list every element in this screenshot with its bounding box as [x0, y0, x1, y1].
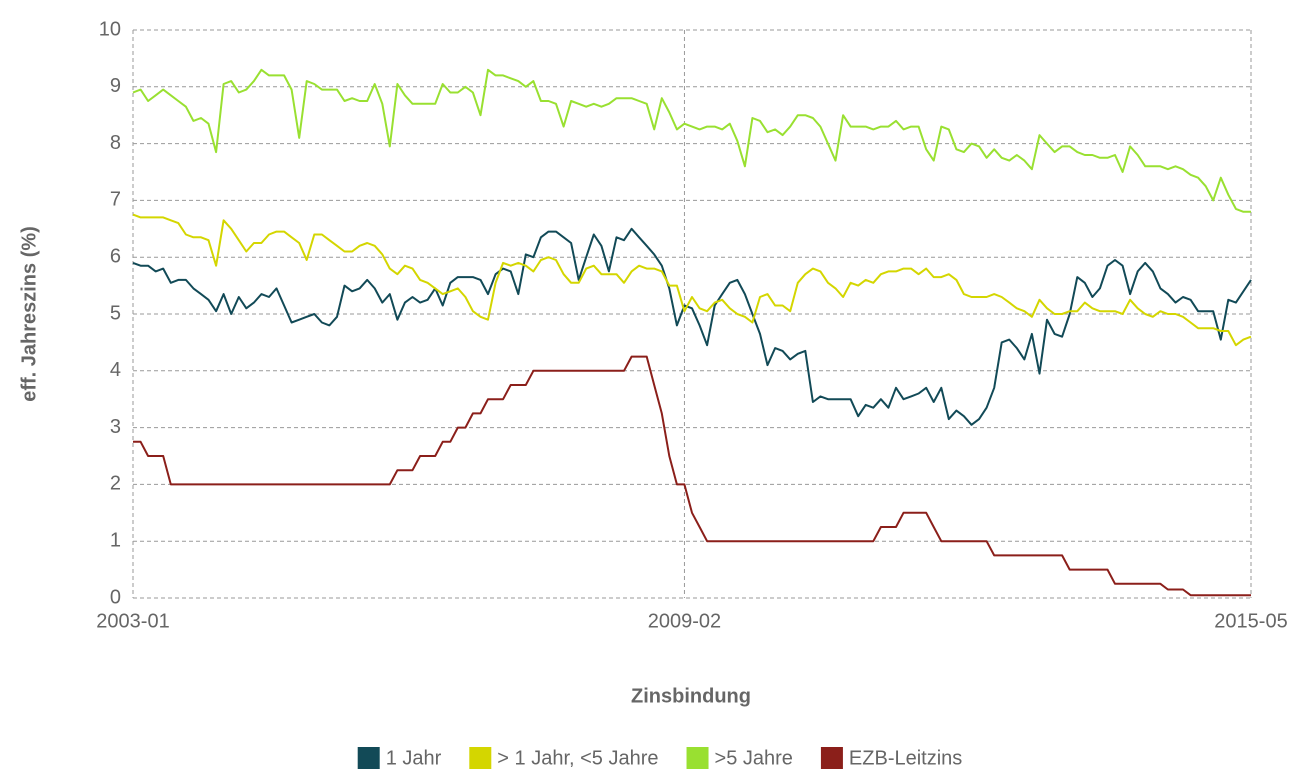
legend-label: EZB-Leitzins: [849, 747, 962, 769]
series-line: [132, 227, 1252, 426]
y-axis-title: eff. Jahreszins (%): [18, 226, 40, 402]
legend-swatch: [686, 747, 709, 769]
series-line: [132, 68, 1251, 213]
y-tick-label: 8: [110, 132, 121, 154]
legend-swatch: [820, 747, 843, 769]
x-tick-label: 2015-05: [1214, 610, 1287, 632]
series-line: [133, 355, 1251, 597]
x-axis-title: Zinsbindung: [631, 685, 751, 707]
y-tick-label: 9: [110, 75, 121, 97]
legend-label: 1 Jahr: [386, 747, 442, 769]
y-tick-label: 10: [99, 18, 121, 40]
legend-swatch: [469, 747, 492, 769]
y-tick-label: 5: [110, 302, 121, 324]
y-tick-label: 6: [110, 245, 121, 267]
x-tick-label: 2003-01: [96, 610, 169, 632]
y-tick-label: 4: [110, 359, 121, 381]
y-tick-label: 0: [110, 586, 121, 608]
y-tick-label: 7: [110, 189, 121, 211]
legend-label: > 1 Jahr, <5 Jahre: [497, 747, 658, 769]
series-line: [132, 213, 1252, 347]
legend-swatch: [357, 747, 380, 769]
y-tick-label: 1: [110, 529, 121, 551]
y-tick-label: 3: [110, 416, 121, 438]
y-tick-label: 2: [110, 473, 121, 495]
x-tick-label: 2009-02: [648, 610, 721, 632]
legend-label: >5 Jahre: [715, 747, 793, 769]
